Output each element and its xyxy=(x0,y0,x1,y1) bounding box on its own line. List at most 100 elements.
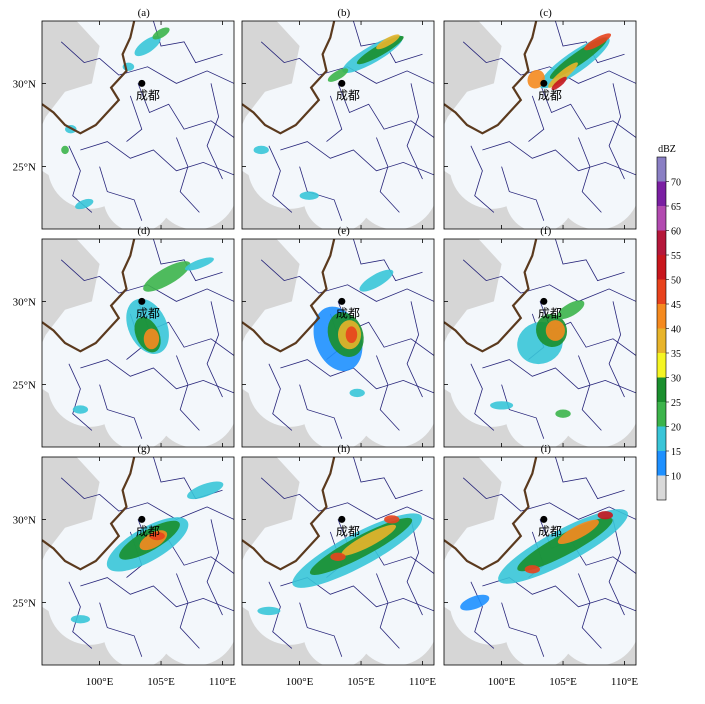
city-label: 成都 xyxy=(538,306,562,320)
no-coverage-region xyxy=(444,21,502,125)
province-border xyxy=(470,581,495,649)
province-border xyxy=(137,83,234,138)
colorbar-label: 45 xyxy=(671,300,681,311)
panel-label: (i) xyxy=(541,443,552,455)
colorbar-label: 30 xyxy=(671,374,681,385)
city-label: 成都 xyxy=(336,306,360,320)
colorbar-segment xyxy=(657,475,666,500)
colorbar-label: 15 xyxy=(671,447,681,458)
radar-coverage-circle xyxy=(353,363,434,447)
radar-echo xyxy=(557,519,599,545)
radar-echo xyxy=(253,145,269,155)
province-border xyxy=(299,166,343,221)
radar-echo xyxy=(345,326,358,343)
map-content xyxy=(444,239,636,447)
radar-echo xyxy=(551,76,567,91)
province-border xyxy=(326,95,343,142)
province-border xyxy=(406,83,423,180)
radar-echo xyxy=(299,191,319,200)
panel-frame xyxy=(241,238,435,448)
plateau-boundary-line xyxy=(242,239,336,353)
panel-frame xyxy=(41,238,235,448)
panel-frame xyxy=(241,20,435,230)
colorbar-unit: dBZ xyxy=(658,144,676,155)
province-border xyxy=(376,137,400,213)
province-border xyxy=(555,21,625,64)
radar-echo xyxy=(70,615,90,624)
province-border xyxy=(260,259,434,302)
province-border xyxy=(470,363,495,431)
colorbar-label: 20 xyxy=(671,423,681,434)
radar-coverage-circle xyxy=(153,581,234,665)
plateau-boundary-line xyxy=(42,21,136,135)
radar-echo xyxy=(134,35,161,57)
colorbar-label: 70 xyxy=(671,178,681,189)
radar-echo xyxy=(152,27,170,40)
radar-echo xyxy=(376,34,400,50)
province-border xyxy=(268,581,293,649)
map-panel: 成都 (f) xyxy=(443,225,637,448)
panel-frame xyxy=(41,20,235,230)
axis-tick-labels: 30°N 25°N 30°N 25°N 30°N 25°N 100°E 105°E 110°E 1… xyxy=(13,78,639,688)
map-content xyxy=(444,457,636,665)
x-tick-label: 110°E xyxy=(409,676,436,688)
province-border xyxy=(299,602,343,657)
x-tick-label: 110°E xyxy=(611,676,638,688)
panel-frame xyxy=(443,456,637,666)
map-panel: 成都 (g) xyxy=(41,443,235,666)
no-coverage-region xyxy=(444,239,502,343)
no-coverage-region xyxy=(444,457,502,561)
province-border xyxy=(206,83,223,180)
plateau-boundary-line xyxy=(242,21,336,135)
map-content xyxy=(242,239,434,447)
y-tick-label: 25°N xyxy=(13,380,36,392)
colorbar-segment xyxy=(657,451,666,476)
panel-label: (f) xyxy=(540,225,551,237)
no-coverage-region xyxy=(242,21,300,125)
colorbar-segment xyxy=(657,279,666,304)
province-border xyxy=(482,359,636,394)
province-border xyxy=(299,384,343,439)
colorbar-label: 25 xyxy=(671,398,681,409)
radar-echo xyxy=(555,409,571,418)
colorbar-label: 10 xyxy=(671,472,681,483)
radar-coverage-circle xyxy=(555,145,636,229)
city-label: 成都 xyxy=(336,524,360,538)
panel-label: (g) xyxy=(137,443,150,455)
province-border xyxy=(99,602,143,657)
map-panel: 成都 (e) xyxy=(241,225,435,448)
radar-echo xyxy=(143,328,160,350)
colorbar-label: 35 xyxy=(671,349,681,360)
panel-label: (a) xyxy=(138,7,151,19)
map-content xyxy=(42,239,234,447)
plateau-boundary-line xyxy=(444,239,538,353)
province-border xyxy=(60,259,234,302)
x-tick-label: 105°E xyxy=(347,676,375,688)
panel-label: (c) xyxy=(540,7,553,19)
province-border xyxy=(376,573,400,649)
y-tick-label: 25°N xyxy=(13,598,36,610)
colorbar-segment xyxy=(657,230,666,255)
radar-echo xyxy=(187,481,224,500)
province-border xyxy=(608,83,625,180)
province-border xyxy=(462,477,636,520)
province-border xyxy=(462,259,636,302)
panel-grid: 成都 (a) 成都 (b) 成都 (c) 成都 (d) 成都 (e) 成都 (f) 成都 (g) 成都 (h)… xyxy=(41,7,637,666)
colorbar-label: 60 xyxy=(671,227,681,238)
x-tick-label: 100°E xyxy=(86,676,114,688)
radar-coverage-circle xyxy=(555,581,636,665)
x-tick-label: 105°E xyxy=(147,676,175,688)
province-border xyxy=(406,519,423,616)
radar-echo xyxy=(524,565,540,574)
chengdu-marker xyxy=(138,515,146,523)
colorbar-label: 65 xyxy=(671,202,681,213)
province-border xyxy=(99,384,143,439)
panel-frame xyxy=(241,456,435,666)
map-content xyxy=(42,457,234,665)
radar-coverage-circle xyxy=(353,581,434,665)
radar-echo xyxy=(184,257,214,271)
province-border xyxy=(60,477,234,520)
colorbar-segment xyxy=(657,402,666,427)
province-border xyxy=(501,602,545,657)
